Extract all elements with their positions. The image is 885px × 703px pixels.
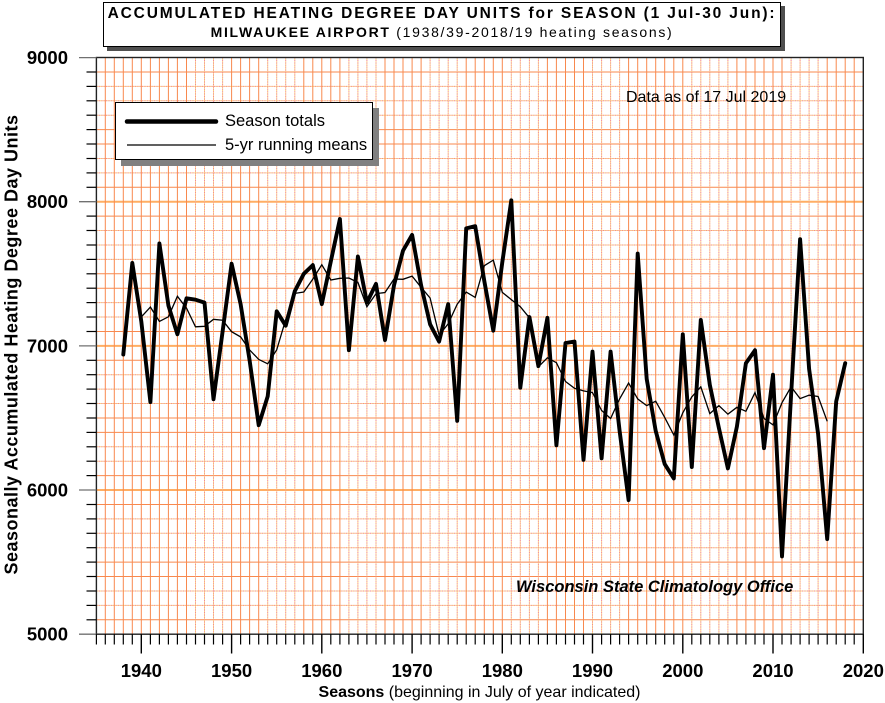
- svg-text:1950: 1950: [211, 660, 252, 681]
- svg-text:5000: 5000: [27, 624, 68, 645]
- svg-text:2020: 2020: [843, 660, 884, 681]
- svg-text:9000: 9000: [27, 47, 68, 68]
- svg-text:1990: 1990: [572, 660, 613, 681]
- svg-text:6000: 6000: [27, 480, 68, 501]
- svg-text:1980: 1980: [482, 660, 523, 681]
- svg-text:8000: 8000: [27, 191, 68, 212]
- svg-text:2010: 2010: [752, 660, 793, 681]
- svg-text:1970: 1970: [392, 660, 433, 681]
- svg-text:1960: 1960: [301, 660, 342, 681]
- svg-text:1940: 1940: [121, 660, 162, 681]
- svg-text:7000: 7000: [27, 335, 68, 356]
- svg-text:2000: 2000: [662, 660, 703, 681]
